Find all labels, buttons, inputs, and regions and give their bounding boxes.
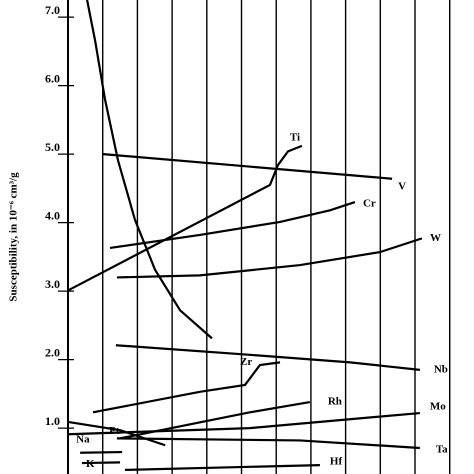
series-label: Rh (328, 396, 342, 408)
line (116, 237, 423, 279)
line (81, 461, 121, 465)
line (102, 153, 393, 180)
series-label: Na (76, 434, 90, 446)
line (67, 420, 166, 447)
line (67, 411, 420, 436)
series-label: Hf (330, 456, 343, 468)
y-axis-label: Susceptibility, in 10⁻⁶ cm³/g (8, 172, 20, 302)
y-tick-label: 5.0 (45, 140, 60, 154)
y-tick-label: 4.0 (45, 208, 60, 222)
line (115, 344, 420, 371)
y-tick-label: 3.0 (45, 277, 60, 291)
series-label: Ta (436, 444, 448, 456)
line (80, 450, 123, 454)
series-label: Pt (109, 425, 120, 437)
series-label: K (86, 458, 95, 470)
series-label: W (430, 232, 441, 244)
y-tick-label: 1.0 (45, 414, 60, 428)
series-label: Ti (290, 131, 300, 143)
series-label: V (398, 180, 406, 192)
line (92, 361, 281, 414)
line (109, 201, 356, 250)
line (116, 437, 420, 450)
line (67, 144, 303, 292)
line (119, 400, 311, 440)
series-label: Zr (240, 356, 252, 368)
y-tick-label: 2.0 (45, 345, 60, 359)
line (86, 0, 213, 340)
series-label: Mo (430, 401, 446, 413)
line (124, 463, 320, 471)
y-tick-label: 6.0 (45, 71, 60, 85)
y-tick-label: 7.0 (45, 3, 60, 17)
series-label: Cr (363, 198, 376, 210)
series-label: Nb (434, 363, 448, 375)
